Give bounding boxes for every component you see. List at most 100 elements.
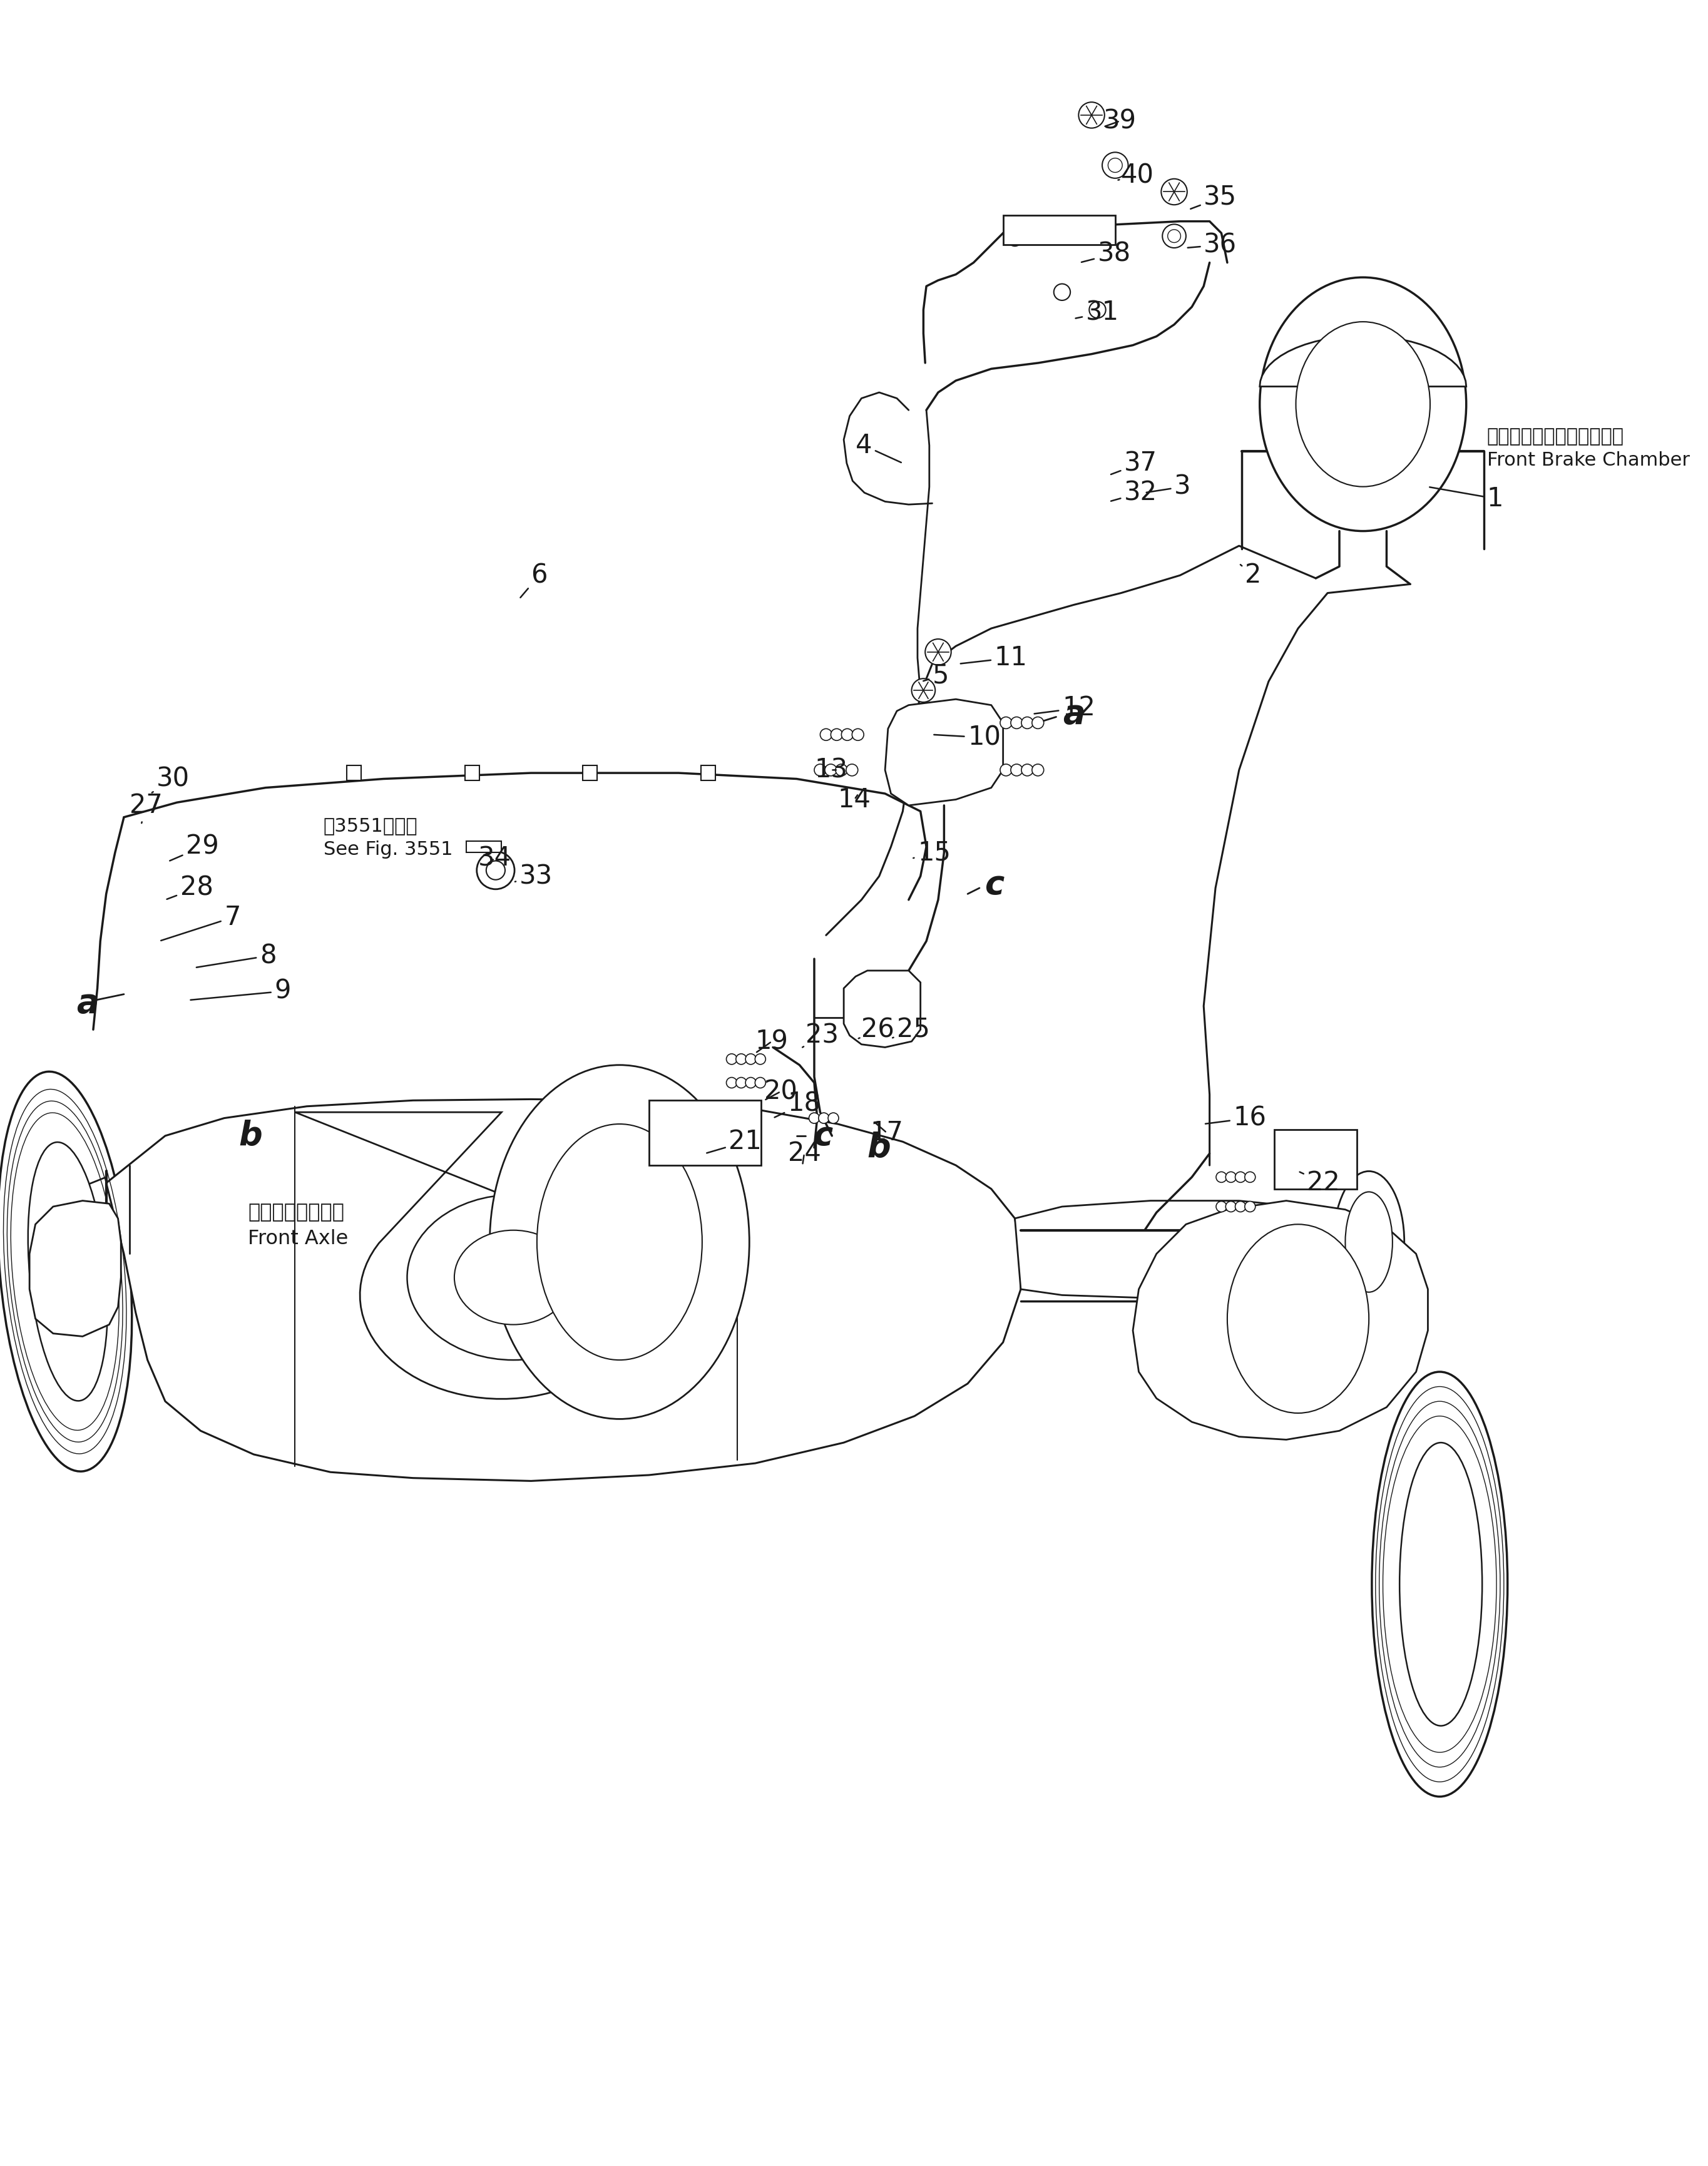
Text: 24: 24 [787, 1139, 822, 1167]
Circle shape [1001, 765, 1011, 775]
Text: 23: 23 [803, 1022, 839, 1048]
Text: c: c [984, 869, 1004, 901]
Text: 7: 7 [161, 905, 241, 940]
Circle shape [745, 1077, 757, 1087]
Circle shape [825, 765, 837, 775]
Circle shape [736, 1055, 746, 1064]
Circle shape [1226, 1172, 1237, 1183]
Text: 5: 5 [924, 663, 950, 689]
Text: 2: 2 [1240, 563, 1262, 589]
Polygon shape [106, 1098, 1021, 1482]
Bar [582, 765, 598, 780]
Ellipse shape [1334, 1172, 1404, 1313]
Bar [649, 1100, 762, 1165]
Ellipse shape [407, 1196, 620, 1360]
Text: 18: 18 [774, 1089, 822, 1118]
Text: 9: 9 [191, 979, 290, 1005]
Text: 37: 37 [1110, 451, 1158, 477]
Polygon shape [1261, 336, 1465, 386]
Text: 34: 34 [478, 845, 511, 871]
Circle shape [815, 765, 827, 775]
Circle shape [1032, 765, 1044, 775]
Text: 6: 6 [521, 563, 548, 598]
Circle shape [852, 728, 864, 741]
Circle shape [1245, 1172, 1255, 1183]
Polygon shape [1132, 1200, 1428, 1440]
Circle shape [1245, 1202, 1255, 1213]
Polygon shape [844, 970, 921, 1048]
Circle shape [1235, 1202, 1245, 1213]
Circle shape [726, 1077, 736, 1087]
Circle shape [1102, 152, 1129, 178]
Text: 36: 36 [1187, 232, 1237, 258]
Text: 21: 21 [707, 1128, 762, 1154]
Circle shape [745, 1055, 757, 1064]
Text: Front Axle: Front Axle [248, 1230, 348, 1250]
Circle shape [487, 860, 506, 879]
Circle shape [810, 1113, 820, 1124]
Ellipse shape [27, 1141, 108, 1401]
Circle shape [830, 728, 842, 741]
Circle shape [926, 639, 951, 665]
Ellipse shape [454, 1230, 572, 1326]
Text: フロントブレーキチャンバ: フロントブレーキチャンバ [1488, 427, 1624, 446]
Text: 28: 28 [167, 875, 214, 901]
Text: 25: 25 [893, 1016, 929, 1042]
Bar [1003, 214, 1115, 245]
Circle shape [1090, 301, 1105, 318]
Circle shape [1078, 102, 1105, 128]
Bar [1274, 1131, 1358, 1189]
Circle shape [477, 851, 514, 890]
Ellipse shape [1399, 1443, 1483, 1726]
Circle shape [736, 1077, 746, 1087]
Circle shape [1216, 1202, 1226, 1213]
Text: 14: 14 [839, 786, 871, 812]
Text: a: a [77, 988, 99, 1020]
Circle shape [1226, 1202, 1237, 1213]
Text: 35: 35 [1190, 184, 1237, 210]
Text: See Fig. 3551: See Fig. 3551 [323, 840, 453, 858]
Circle shape [1011, 765, 1023, 775]
Ellipse shape [1296, 323, 1430, 487]
Ellipse shape [490, 1066, 750, 1419]
Ellipse shape [1228, 1224, 1368, 1412]
Circle shape [842, 728, 854, 741]
Polygon shape [29, 1200, 121, 1336]
Text: 32: 32 [1110, 479, 1158, 507]
Text: 40: 40 [1119, 162, 1155, 188]
Polygon shape [295, 1111, 644, 1399]
Text: 16: 16 [1206, 1105, 1266, 1131]
Circle shape [912, 678, 936, 702]
Text: 33: 33 [516, 862, 553, 890]
Circle shape [1032, 717, 1044, 728]
Ellipse shape [536, 1124, 702, 1360]
Text: 17: 17 [871, 1120, 904, 1146]
Text: 15: 15 [914, 840, 951, 866]
Text: 26: 26 [859, 1016, 895, 1042]
Circle shape [820, 728, 832, 741]
Circle shape [1021, 765, 1033, 775]
Bar [700, 765, 716, 780]
Ellipse shape [0, 1072, 132, 1471]
Circle shape [1001, 717, 1011, 728]
Circle shape [1054, 284, 1071, 301]
Circle shape [726, 1055, 736, 1064]
Text: 12: 12 [1035, 695, 1095, 721]
Circle shape [1216, 1172, 1226, 1183]
Text: 第3551図参照: 第3551図参照 [323, 817, 418, 836]
Text: 10: 10 [934, 723, 1001, 752]
Text: 39: 39 [1103, 108, 1136, 134]
Circle shape [1011, 717, 1023, 728]
Text: 22: 22 [1300, 1170, 1341, 1196]
Text: 4: 4 [856, 433, 902, 464]
Polygon shape [53, 1176, 106, 1319]
Text: 29: 29 [169, 834, 219, 860]
Circle shape [828, 1113, 839, 1124]
Text: 13: 13 [815, 756, 847, 784]
Text: Front Brake Chamber: Front Brake Chamber [1488, 451, 1689, 470]
Text: 30: 30 [152, 767, 190, 793]
Text: 31: 31 [1076, 299, 1119, 325]
Text: 20: 20 [763, 1079, 798, 1105]
Circle shape [1021, 717, 1033, 728]
Text: フロントアクスル: フロントアクスル [248, 1202, 345, 1222]
